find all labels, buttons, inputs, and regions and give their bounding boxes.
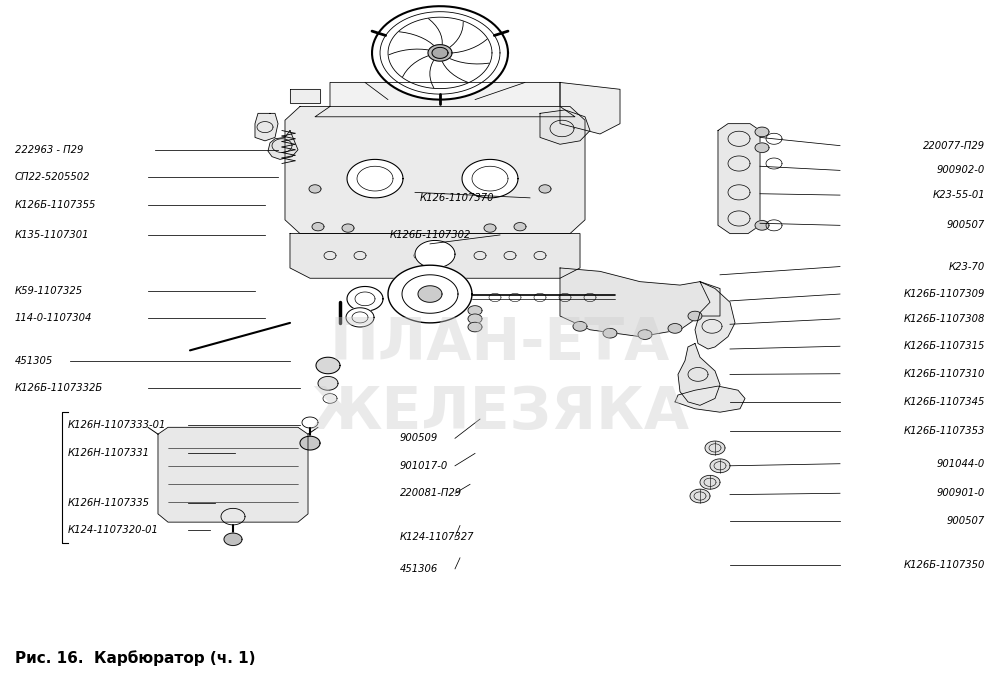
Polygon shape <box>560 82 620 134</box>
Polygon shape <box>347 286 383 311</box>
Polygon shape <box>468 322 482 332</box>
Polygon shape <box>432 47 448 58</box>
Text: К126Б-1107308: К126Б-1107308 <box>904 314 985 324</box>
Polygon shape <box>514 223 526 231</box>
Text: К23-70: К23-70 <box>949 262 985 271</box>
Text: К126-1107370: К126-1107370 <box>420 193 494 203</box>
Text: ЖЕЛЕЗЯКА: ЖЕЛЕЗЯКА <box>310 384 690 440</box>
Polygon shape <box>468 314 482 324</box>
Text: 900507: 900507 <box>947 221 985 230</box>
Text: 900507: 900507 <box>947 516 985 526</box>
Polygon shape <box>539 185 551 193</box>
Text: К126Н-1107331: К126Н-1107331 <box>68 449 150 458</box>
Polygon shape <box>675 386 745 412</box>
Polygon shape <box>372 6 508 100</box>
Polygon shape <box>695 282 735 349</box>
Text: К135-1107301: К135-1107301 <box>15 230 90 240</box>
Polygon shape <box>415 240 455 268</box>
Text: ПЛАН-ЕТА: ПЛАН-ЕТА <box>330 315 670 372</box>
Text: 222963 - П29: 222963 - П29 <box>15 145 83 155</box>
Text: 901017-0: 901017-0 <box>400 461 448 471</box>
Polygon shape <box>678 344 720 405</box>
Polygon shape <box>690 489 710 503</box>
Text: 220081-П29: 220081-П29 <box>400 488 462 498</box>
Polygon shape <box>312 223 324 231</box>
Polygon shape <box>484 224 496 232</box>
Text: К23-55-01: К23-55-01 <box>932 190 985 200</box>
Text: К124-1107327: К124-1107327 <box>400 532 475 542</box>
Text: Рис. 16.  Карбюратор (ч. 1): Рис. 16. Карбюратор (ч. 1) <box>15 651 256 666</box>
Polygon shape <box>309 185 321 193</box>
Text: К126Б-1107355: К126Б-1107355 <box>15 200 96 210</box>
Polygon shape <box>573 322 587 331</box>
Polygon shape <box>603 328 617 338</box>
Text: К126Б-1107309: К126Б-1107309 <box>904 289 985 299</box>
Polygon shape <box>755 143 769 153</box>
Text: 451306: 451306 <box>400 564 438 574</box>
Text: К126Б-1107350: К126Б-1107350 <box>904 560 985 570</box>
Polygon shape <box>300 436 320 450</box>
Text: 220077-П29: 220077-П29 <box>923 141 985 150</box>
Polygon shape <box>700 475 720 489</box>
Polygon shape <box>290 89 320 103</box>
Text: СП22-5205502: СП22-5205502 <box>15 172 90 182</box>
Polygon shape <box>224 533 242 545</box>
Text: 901044-0: 901044-0 <box>937 459 985 469</box>
Polygon shape <box>342 224 354 232</box>
Polygon shape <box>540 110 590 144</box>
Polygon shape <box>718 124 760 234</box>
Polygon shape <box>710 459 730 473</box>
Polygon shape <box>318 376 338 390</box>
Text: К124-1107320-01: К124-1107320-01 <box>68 526 159 535</box>
Polygon shape <box>560 268 720 337</box>
Polygon shape <box>462 159 518 198</box>
Text: 900901-0: 900901-0 <box>937 488 985 498</box>
Text: К59-1107325: К59-1107325 <box>15 286 83 295</box>
Polygon shape <box>255 113 278 141</box>
Polygon shape <box>668 324 682 333</box>
Text: К126Б-1107332Б: К126Б-1107332Б <box>15 383 103 393</box>
Polygon shape <box>428 45 452 61</box>
Text: К126Б-1107353: К126Б-1107353 <box>904 427 985 436</box>
Polygon shape <box>638 330 652 339</box>
Polygon shape <box>315 82 575 117</box>
Text: К126Н-1107333-01: К126Н-1107333-01 <box>68 420 166 429</box>
Text: К126Б-1107345: К126Б-1107345 <box>904 397 985 407</box>
Text: К126Б-1107310: К126Б-1107310 <box>904 369 985 379</box>
Polygon shape <box>418 286 442 302</box>
Text: 114-0-1107304: 114-0-1107304 <box>15 313 92 323</box>
Polygon shape <box>290 234 580 278</box>
Text: К126Н-1107335: К126Н-1107335 <box>68 498 150 508</box>
Text: 900902-0: 900902-0 <box>937 166 985 175</box>
Text: 451305: 451305 <box>15 356 53 365</box>
Polygon shape <box>755 127 769 137</box>
Polygon shape <box>388 265 472 323</box>
Polygon shape <box>688 311 702 321</box>
Polygon shape <box>347 159 403 198</box>
Text: К126Б-1107315: К126Б-1107315 <box>904 341 985 351</box>
Text: К126Б-1107302: К126Б-1107302 <box>390 230 471 240</box>
Polygon shape <box>468 306 482 315</box>
Text: 900509: 900509 <box>400 433 438 443</box>
Polygon shape <box>285 106 585 234</box>
Polygon shape <box>316 357 340 374</box>
Polygon shape <box>158 427 308 522</box>
Polygon shape <box>705 441 725 455</box>
Polygon shape <box>755 221 769 230</box>
Polygon shape <box>346 308 374 327</box>
Polygon shape <box>268 131 298 159</box>
